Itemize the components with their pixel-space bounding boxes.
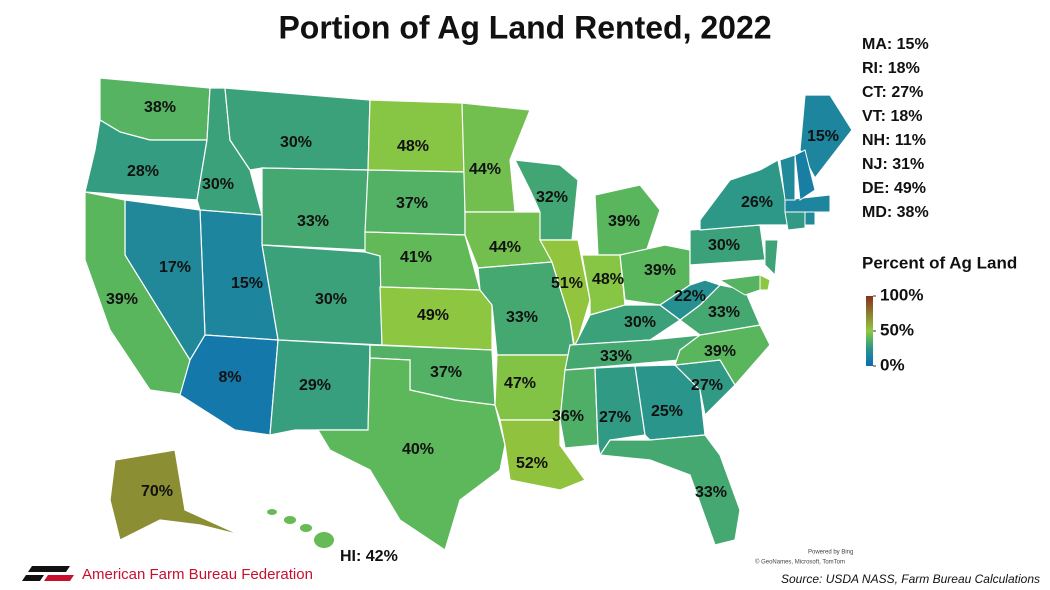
value-label: 30% [280, 134, 312, 151]
hawaii-island [314, 532, 334, 548]
value-label: 51% [551, 275, 583, 292]
inset-label: MD: 38% [862, 204, 929, 221]
value-label: 29% [299, 377, 331, 394]
value-label: 17% [159, 259, 191, 276]
state [109, 449, 241, 541]
value-label: 15% [807, 128, 839, 145]
value-label: 27% [691, 377, 723, 394]
value-label: 44% [469, 161, 501, 178]
value-label: 48% [397, 138, 429, 155]
value-label: 32% [536, 189, 568, 206]
value-label: 22% [674, 288, 706, 305]
attribution: © GeoNames, Microsoft, TomTom [755, 559, 845, 566]
value-label: 33% [708, 304, 740, 321]
value-label: 25% [651, 403, 683, 420]
value-label: 30% [708, 237, 740, 254]
value-label: 33% [695, 484, 727, 501]
value-label: 33% [600, 348, 632, 365]
colorbar [866, 296, 873, 366]
state [316, 357, 506, 551]
value-label: 30% [315, 291, 347, 308]
inset-label: NH: 11% [862, 132, 926, 149]
hawaii-island [284, 516, 296, 524]
value-label: 33% [297, 213, 329, 230]
value-label: 28% [127, 163, 159, 180]
small-state [794, 149, 816, 201]
value-label: 40% [402, 441, 434, 458]
value-label: 39% [704, 343, 736, 360]
state [224, 87, 371, 171]
value-label: 8% [218, 369, 241, 386]
state [559, 367, 599, 449]
hawaii-island [267, 509, 277, 515]
inset-label: HI: 42% [340, 548, 398, 565]
hawaii-island [300, 524, 312, 532]
state-layer [84, 77, 853, 551]
map-title: Portion of Ag Land Rented, 2022 [278, 9, 771, 45]
value-label: 52% [516, 455, 548, 472]
inset-label: VT: 18% [862, 108, 922, 125]
organization: American Farm Bureau Federation [82, 566, 313, 583]
value-label: 37% [396, 195, 428, 212]
value-label: 26% [741, 194, 773, 211]
small-state [718, 274, 761, 296]
inset-label: DE: 49% [862, 180, 926, 197]
state [799, 94, 853, 180]
value-label: 44% [489, 239, 521, 256]
inset-label: CT: 27% [862, 84, 923, 101]
state [598, 434, 741, 546]
small-state [784, 211, 806, 231]
state [461, 102, 531, 213]
powered-by: Powered by Bing [808, 550, 853, 556]
inset-label: MA: 15% [862, 36, 929, 53]
state [367, 99, 466, 173]
small-state [759, 274, 771, 291]
value-label: 47% [504, 375, 536, 392]
state [499, 419, 586, 491]
small-state [779, 154, 796, 201]
value-label: 33% [506, 309, 538, 326]
state [261, 167, 369, 251]
value-label: 39% [106, 291, 138, 308]
value-label: 36% [552, 408, 584, 425]
colorbar-tick-label: 0% [880, 355, 905, 374]
state [658, 279, 722, 321]
inset-label: RI: 18% [862, 60, 920, 77]
state [379, 286, 493, 351]
state [594, 184, 661, 256]
source: Source: USDA NASS, Farm Bureau Calculati… [781, 572, 1040, 586]
value-label: 70% [141, 483, 173, 500]
value-label: 49% [417, 307, 449, 324]
colorbar-tick-label: 50% [880, 320, 914, 339]
value-label: 15% [231, 275, 263, 292]
small-state [784, 194, 831, 213]
legend-title: Percent of Ag Land [862, 253, 1017, 272]
value-label: 27% [599, 409, 631, 426]
value-label: 41% [400, 249, 432, 266]
small-state [764, 239, 779, 277]
logo [22, 566, 74, 581]
inset-label: NJ: 31% [862, 156, 924, 173]
value-label: 38% [144, 99, 176, 116]
value-label: 30% [202, 176, 234, 193]
small-state [804, 211, 816, 226]
value-label: 48% [592, 271, 624, 288]
colorbar-tick-label: 100% [880, 285, 923, 304]
value-label: 39% [644, 262, 676, 279]
value-label: 30% [624, 314, 656, 331]
value-label: 37% [430, 364, 462, 381]
value-label: 39% [608, 213, 640, 230]
